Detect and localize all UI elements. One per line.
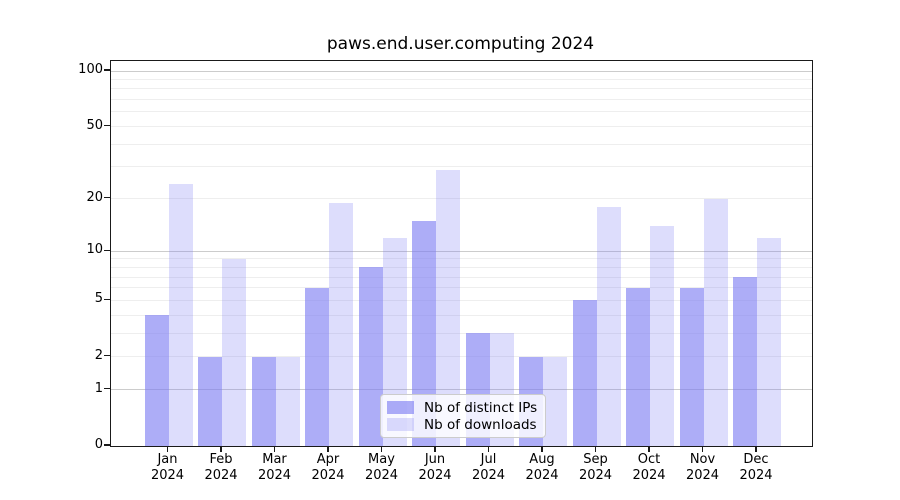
x-tick-mark — [701, 446, 704, 452]
bar-distinct-ips-may — [358, 267, 383, 446]
gridline-minor — [111, 266, 812, 268]
bar-downloads-mar — [275, 356, 300, 446]
x-tick-label-aug: Aug 2024 — [525, 452, 559, 483]
x-tick-label-jul: Jul 2024 — [471, 452, 506, 483]
bar-distinct-ips-nov — [679, 287, 704, 446]
chart-title: paws.end.user.computing 2024 — [326, 34, 595, 54]
gridline-minor — [111, 276, 812, 278]
x-tick-label-apr: Apr 2024 — [311, 452, 345, 483]
gridline-minor — [111, 258, 812, 260]
x-tick-mark — [434, 446, 436, 452]
x-tick-mark — [273, 446, 276, 452]
y-tick-mark — [104, 197, 110, 199]
bar-downloads-sep — [596, 206, 621, 446]
legend: Nb of distinct IPs Nb of downloads — [380, 394, 546, 438]
bar-distinct-ips-dec — [733, 277, 757, 446]
legend-swatch-downloads — [387, 418, 414, 431]
gridline-minor — [111, 198, 812, 200]
y-tick-mark — [104, 444, 110, 446]
y-tick-label-10: 10 — [86, 242, 103, 258]
x-tick-label-mar: Mar 2024 — [257, 452, 292, 483]
bar-downloads-nov — [703, 198, 728, 446]
gridline-minor — [111, 78, 812, 80]
x-tick-label-feb: Feb 2024 — [204, 452, 238, 483]
x-tick-mark — [166, 446, 169, 452]
x-tick-label-may: May 2024 — [364, 452, 399, 483]
x-tick-label-sep: Sep 2024 — [578, 452, 613, 483]
x-tick-mark — [541, 446, 543, 452]
y-tick-label-5: 5 — [94, 291, 103, 307]
y-tick-label-20: 20 — [86, 189, 103, 205]
bar-distinct-ips-jan — [144, 315, 169, 446]
bar-downloads-apr — [329, 202, 353, 446]
x-tick-mark — [648, 446, 650, 452]
gridline-minor — [111, 88, 812, 90]
y-tick-label-50: 50 — [86, 117, 103, 133]
y-tick-label-2: 2 — [94, 347, 103, 363]
gridline-major — [111, 250, 812, 252]
gridline-minor — [111, 356, 812, 358]
legend-label-ips: Nb of distinct IPs — [424, 399, 538, 416]
x-tick-mark — [755, 446, 757, 452]
y-tick-label-100: 100 — [78, 62, 103, 77]
gridline-minor — [111, 314, 812, 316]
bar-distinct-ips-apr — [305, 287, 329, 446]
bar-distinct-ips-mar — [251, 356, 276, 446]
legend-row-downloads: Nb of downloads — [387, 416, 539, 433]
legend-row-distinct-ips: Nb of distinct IPs — [387, 399, 539, 416]
x-tick-mark — [594, 446, 597, 452]
bar-distinct-ips-oct — [626, 287, 650, 446]
plot-area: Nb of distinct IPs Nb of downloads — [110, 60, 813, 447]
gridline-minor — [111, 99, 812, 101]
legend-label-downloads: Nb of downloads — [424, 416, 537, 433]
bar-downloads-aug — [543, 356, 567, 446]
y-tick-mark — [104, 249, 110, 251]
x-tick-mark — [220, 446, 222, 452]
y-tick-mark — [104, 388, 110, 390]
bar-downloads-dec — [757, 237, 781, 446]
bar-distinct-ips-sep — [572, 300, 597, 446]
y-tick-mark — [104, 355, 110, 357]
y-tick-mark — [104, 298, 110, 300]
bar-downloads-oct — [650, 225, 674, 446]
gridline-minor — [111, 287, 812, 289]
y-tick-label-1: 1 — [94, 380, 103, 396]
gridline-major — [111, 70, 812, 72]
legend-swatch-ips — [387, 401, 414, 414]
y-tick-mark — [104, 124, 110, 127]
gridline-minor — [111, 126, 812, 128]
x-tick-mark — [327, 446, 329, 452]
gridline-minor — [111, 299, 812, 301]
y-tick-label-0: 0 — [94, 437, 103, 452]
y-tick-mark — [104, 69, 110, 71]
bar-distinct-ips-feb — [198, 356, 222, 446]
gridline-minor — [111, 332, 812, 334]
x-tick-mark — [380, 446, 383, 452]
bar-downloads-feb — [222, 258, 246, 446]
x-tick-label-jan: Jan 2024 — [150, 452, 185, 483]
x-tick-label-jun: Jun 2024 — [418, 452, 452, 483]
bar-downloads-jan — [168, 184, 193, 446]
x-tick-mark — [487, 446, 490, 452]
gridline-minor — [111, 111, 812, 113]
x-tick-label-oct: Oct 2024 — [632, 452, 666, 483]
gridline-minor — [111, 166, 812, 168]
x-tick-label-nov: Nov 2024 — [685, 452, 720, 483]
gridline-major — [111, 389, 812, 391]
gridline-minor — [111, 143, 812, 145]
x-tick-label-dec: Dec 2024 — [739, 452, 773, 483]
